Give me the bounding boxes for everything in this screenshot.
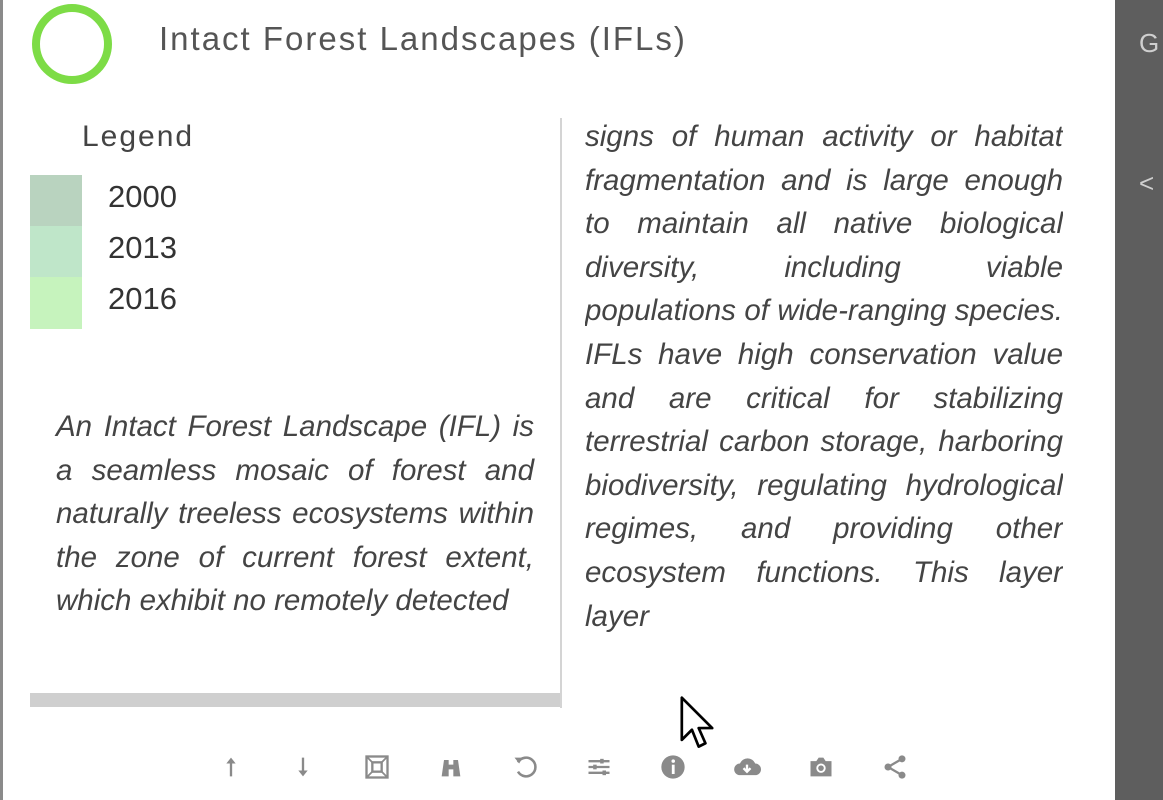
layer-card: Intact Forest Landscapes (IFLs) Legend 2… (3, 0, 1115, 800)
legend-item: 2016 (30, 277, 330, 329)
move-down-button[interactable] (281, 745, 325, 789)
info-button[interactable] (651, 745, 695, 789)
legend-swatch (30, 277, 82, 329)
layer-description-right[interactable]: signs of human activity or habitat fragm… (585, 115, 1063, 685)
opacity-sliders-button[interactable] (577, 745, 621, 789)
move-down-icon (298, 757, 308, 777)
legend-swatch (30, 175, 82, 227)
sliders-icon (588, 758, 610, 776)
reset-button[interactable] (503, 745, 547, 789)
collapse-arrow-icon[interactable]: < (1139, 168, 1155, 198)
download-button[interactable] (725, 745, 769, 789)
layer-toolbar (203, 745, 923, 791)
layer-description-text: signs of human activity or habitat fragm… (585, 120, 1063, 633)
legend-label: 2000 (108, 179, 177, 214)
info-icon (661, 755, 685, 779)
binoculars-button[interactable] (429, 745, 473, 789)
binoculars-icon (441, 760, 461, 777)
legend-label: 2016 (108, 281, 177, 316)
legend: Legend 2000 2013 2016 An Intact Forest L… (30, 118, 562, 708)
camera-icon (810, 757, 832, 777)
move-up-icon (226, 757, 236, 777)
zoom-to-extent-button[interactable] (355, 745, 399, 789)
reset-icon (514, 756, 537, 778)
download-icon (734, 758, 761, 776)
adjacent-panel: G < (1115, 0, 1163, 800)
left-panel-edge (0, 0, 3, 800)
layer-title: Intact Forest Landscapes (IFLs) (159, 20, 687, 57)
zoom-to-extent-icon (365, 755, 389, 779)
legend-title: Legend (82, 120, 195, 153)
layer-description-left: An Intact Forest Landscape (IFL) is a se… (56, 410, 534, 618)
adjacent-panel-glyph: G (1139, 28, 1160, 58)
legend-label: 2013 (108, 230, 177, 265)
move-up-button[interactable] (209, 745, 253, 789)
layer-header: Intact Forest Landscapes (IFLs) (3, 0, 1115, 90)
layer-toggle[interactable] (32, 4, 112, 84)
legend-swatch (30, 226, 82, 278)
camera-button[interactable] (799, 745, 843, 789)
legend-item: 2013 (30, 226, 330, 278)
horizontal-scrollbar[interactable] (30, 693, 560, 707)
share-button[interactable] (873, 745, 917, 789)
legend-item: 2000 (30, 175, 330, 227)
share-icon (884, 755, 906, 779)
